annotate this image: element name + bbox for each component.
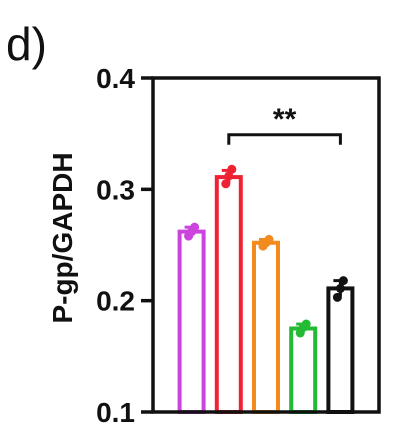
data-point xyxy=(190,222,200,232)
significance-group: ** xyxy=(227,103,342,145)
bar xyxy=(214,175,243,414)
panel-label: d) xyxy=(6,18,47,70)
bar xyxy=(289,326,318,414)
y-axis-ticks: 0.1 0.2 0.3 0.4 xyxy=(96,63,153,428)
bar xyxy=(177,229,206,414)
significance-bracket xyxy=(227,133,342,145)
data-point xyxy=(338,276,348,286)
data-point xyxy=(301,319,311,329)
plot-frame xyxy=(151,76,381,414)
bar xyxy=(326,286,355,415)
y-tick-label: 0.1 xyxy=(96,397,135,428)
data-point xyxy=(264,234,274,244)
significance-label: ** xyxy=(273,103,297,136)
data-point xyxy=(335,283,345,293)
data-point xyxy=(332,292,342,302)
y-tick-label: 0.2 xyxy=(96,286,135,317)
y-tick-label: 0.4 xyxy=(96,63,135,94)
y-axis-label: P-gp/GAPDH xyxy=(47,152,78,323)
data-point xyxy=(227,164,237,174)
y-tick-label: 0.3 xyxy=(96,174,135,205)
bar xyxy=(252,240,280,414)
bars-group xyxy=(177,164,355,415)
data-point xyxy=(221,179,231,189)
